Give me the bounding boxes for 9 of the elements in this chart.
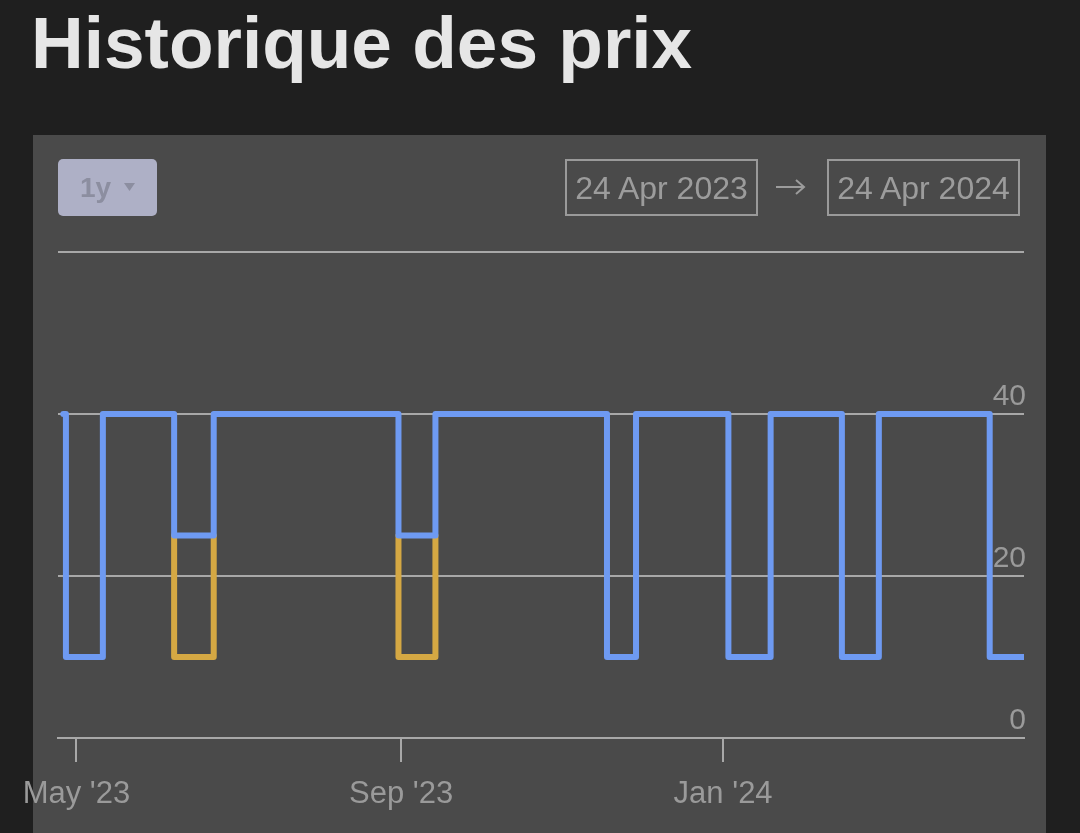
y-tick-label: 0 (1009, 702, 1026, 736)
date-field: 24 Apr 2024 (827, 159, 1020, 216)
x-tick-label: Jan '24 (673, 775, 773, 811)
x-tick-label: May '23 (22, 775, 131, 811)
x-tick-label: Sep '23 (349, 775, 454, 811)
y-tick-label: 40 (992, 378, 1026, 412)
chart-title: Historique des prix (31, 2, 693, 83)
date-field: 24 Apr 2023 (565, 159, 758, 216)
y-tick-label: 20 (992, 540, 1026, 574)
